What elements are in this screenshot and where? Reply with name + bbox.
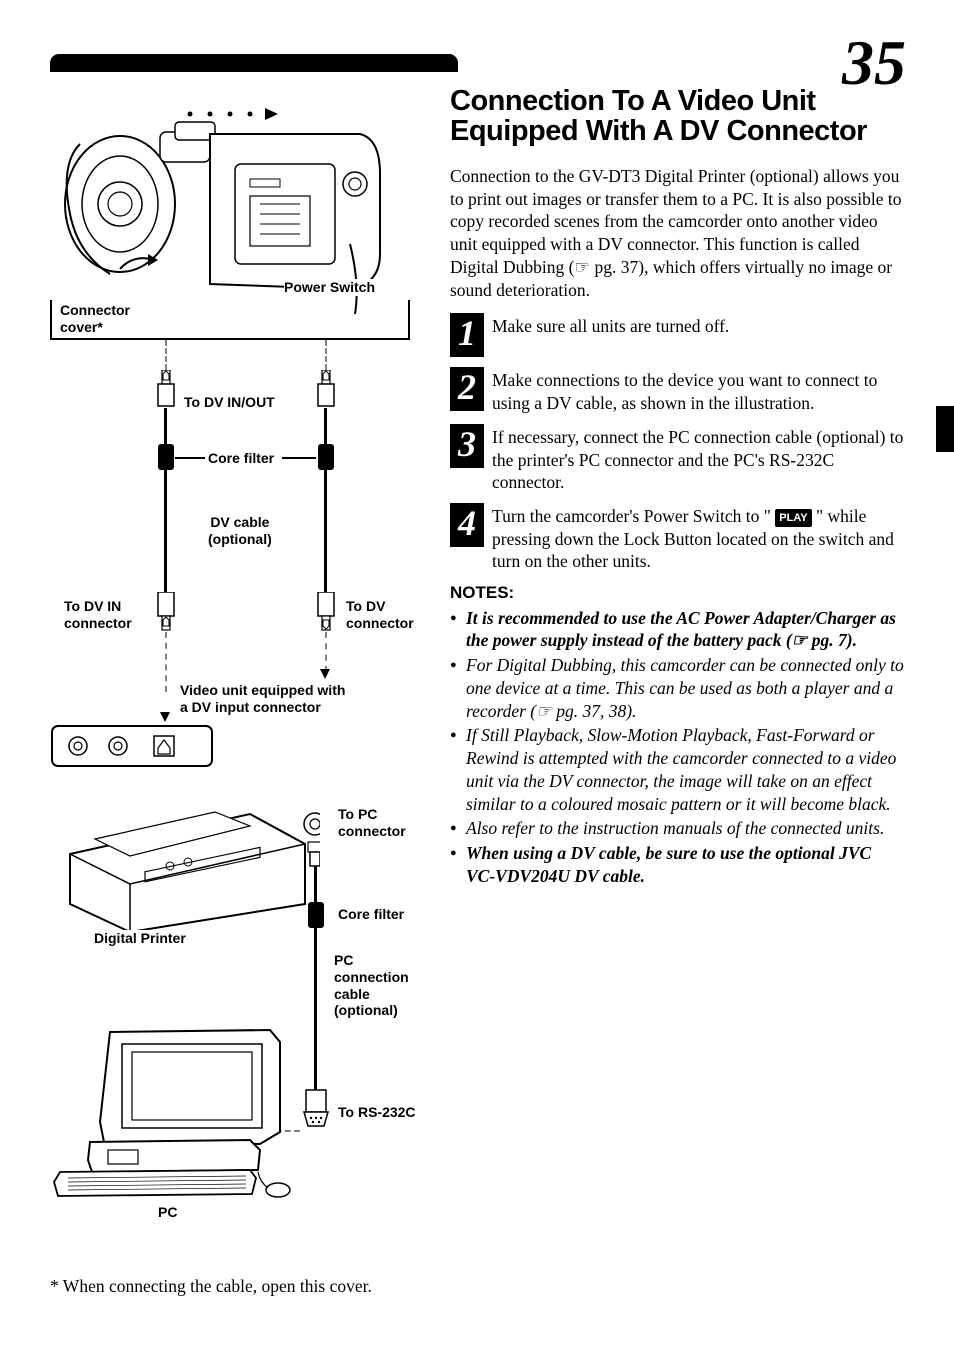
notes-heading: NOTES: [450, 583, 904, 603]
label-dv-cable: DV cable (optional) [208, 514, 272, 548]
label-to-dv-connector: To DV connector [346, 598, 414, 632]
steps-list: 1 Make sure all units are turned off. 2 … [450, 313, 904, 572]
label-to-dv-inout: To DV IN/OUT [184, 394, 275, 411]
dv-plug-right-bottom [316, 592, 336, 632]
arrow-into-videounit [160, 712, 170, 722]
label-video-unit: Video unit equipped with a DV input conn… [180, 682, 345, 716]
label-pc: PC [158, 1204, 177, 1221]
dv-plug-left-top [156, 370, 176, 408]
label-to-pc-connector: To PC connector [338, 806, 406, 840]
note-text: If Still Playback, Slow-Motion Playback,… [466, 725, 896, 813]
step-number: 4 [450, 503, 484, 547]
core-filter-right-1 [318, 444, 334, 470]
note-item: Also refer to the instruction manuals of… [450, 817, 904, 840]
note-item: When using a DV cable, be sure to use th… [450, 842, 904, 888]
connection-diagram: Power Switch Connector cover* To DV IN/O… [50, 84, 430, 1214]
dash-left [165, 340, 167, 370]
leader-cf-right [282, 457, 316, 459]
step4-pre: Turn the camcorder's Power Switch to " [492, 506, 775, 526]
step-4: 4 Turn the camcorder's Power Switch to "… [450, 503, 904, 572]
step-1: 1 Make sure all units are turned off. [450, 313, 904, 357]
note-item: It is recommended to use the AC Power Ad… [450, 607, 904, 653]
header-bar [50, 54, 458, 72]
step-text: Turn the camcorder's Power Switch to " P… [492, 503, 904, 572]
label-power-switch: Power Switch [284, 279, 375, 296]
cable-pc [314, 866, 317, 1092]
cable-left [164, 408, 167, 592]
step-3: 3 If necessary, connect the PC connectio… [450, 424, 904, 493]
dash-to-video-right [325, 632, 327, 672]
top-area-frame [50, 300, 410, 340]
arrow-to-video [320, 669, 330, 679]
note-text: It is recommended to use the AC Power Ad… [466, 608, 896, 651]
dv-plug-left-bottom [156, 592, 176, 632]
dash-to-video-left [165, 632, 167, 692]
label-core-filter-1: Core filter [208, 450, 274, 467]
dash-right [325, 340, 327, 370]
page-number: 35 [842, 26, 906, 100]
core-filter-pc [308, 902, 324, 928]
note-item: For Digital Dubbing, this camcorder can … [450, 654, 904, 722]
rs232c-plug-icon [302, 1088, 330, 1128]
note-text: For Digital Dubbing, this camcorder can … [466, 655, 904, 721]
cable-right [324, 408, 327, 592]
step-text: Make connections to the device you want … [492, 367, 904, 414]
note-item: If Still Playback, Slow-Motion Playback,… [450, 724, 904, 815]
step-number: 2 [450, 367, 484, 411]
page-title: Connection To A Video Unit Equipped With… [450, 86, 904, 147]
pc-icon [50, 1022, 300, 1202]
label-digital-printer: Digital Printer [94, 930, 186, 947]
leader-cf-left [175, 457, 205, 459]
note-text: When using a DV cable, be sure to use th… [466, 843, 871, 886]
digital-printer-icon [50, 784, 320, 934]
step-number: 1 [450, 313, 484, 357]
core-filter-left-1 [158, 444, 174, 470]
label-to-dv-in-connector: To DV IN connector [64, 598, 132, 632]
label-core-filter-2: Core filter [338, 906, 404, 923]
note-text: Also refer to the instruction manuals of… [466, 818, 884, 838]
step-number: 3 [450, 424, 484, 468]
step-2: 2 Make connections to the device you wan… [450, 367, 904, 414]
step-text: If necessary, connect the PC connection … [492, 424, 904, 493]
dv-plug-right-top [316, 370, 336, 408]
footnote: * When connecting the cable, open this c… [50, 1276, 372, 1297]
play-badge: PLAY [775, 509, 811, 527]
tab-marker [936, 406, 954, 452]
video-unit-panel [50, 724, 220, 774]
step-text: Make sure all units are turned off. [492, 313, 729, 337]
label-pc-connection-cable: PC connection cable (optional) [334, 952, 409, 1019]
notes-section: NOTES: It is recommended to use the AC P… [450, 583, 904, 888]
label-to-rs232c: To RS-232C [338, 1104, 416, 1121]
intro-text: Connection to the GV-DT3 Digital Printer… [450, 165, 904, 302]
